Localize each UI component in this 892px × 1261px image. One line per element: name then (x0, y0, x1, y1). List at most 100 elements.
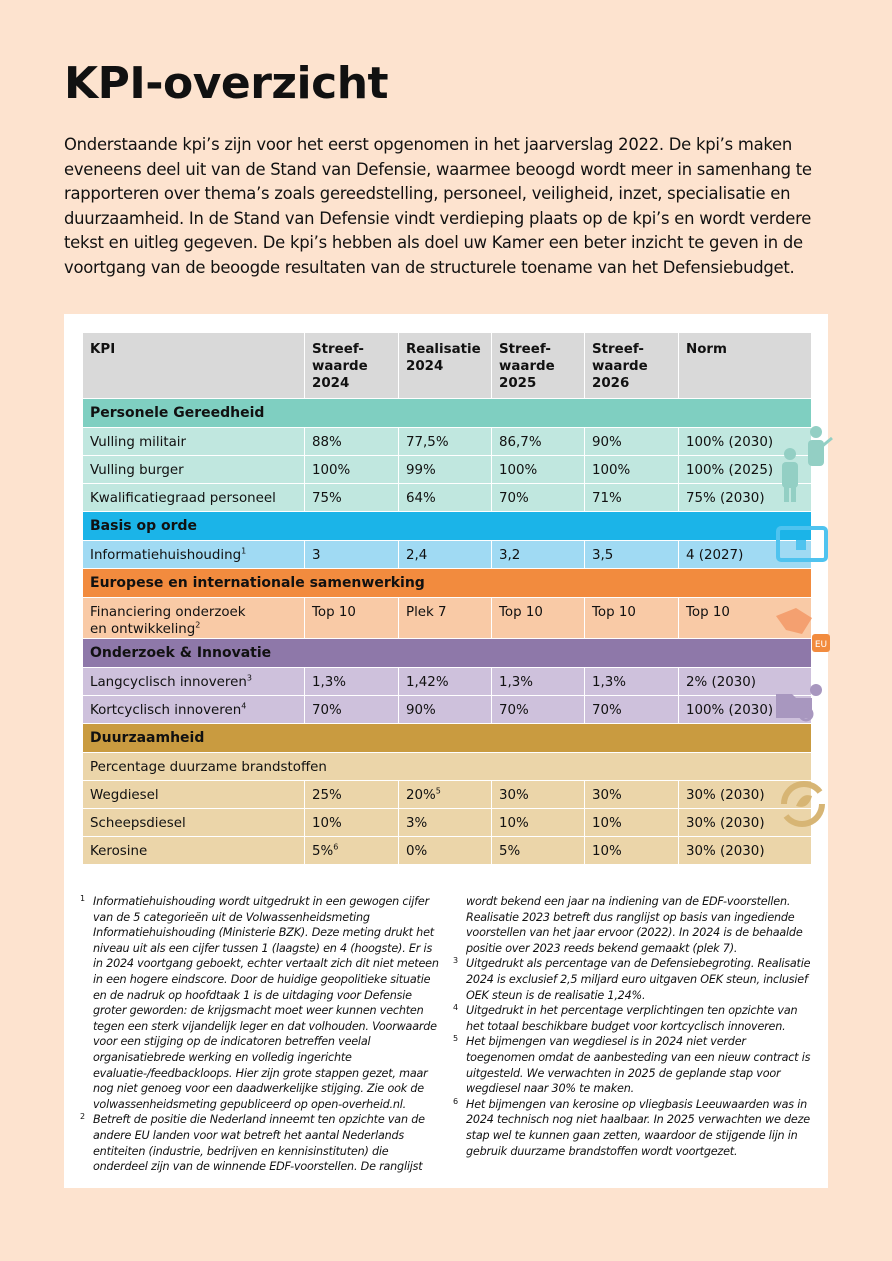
cell-text: Wegdiesel (90, 788, 159, 803)
kpi-value: 30% (491, 780, 585, 809)
kpi-row: Financiering onderzoek en ontwikkeling2 T… (82, 597, 812, 639)
cell-text: 30% (2030) (686, 816, 765, 831)
kpi-value: 3% (398, 808, 492, 837)
kpi-row: Kwalificatiegraad personeel 75% 64% 70% 71% 7… (82, 483, 812, 512)
cell-text: 3,5 (592, 548, 614, 563)
cell-text: 10% (499, 816, 529, 831)
kpi-value: 70% (304, 695, 399, 724)
kpi-value: 64% (398, 483, 492, 512)
kpi-value: 99% (398, 455, 492, 484)
kpi-value: 5%6 (304, 836, 399, 865)
kpi-value: 2,4 (398, 540, 492, 569)
cell-text: 10% (592, 844, 622, 859)
kpi-name: Langcyclisch innoveren3 (82, 667, 305, 696)
footnote-text: Het bijmengen van kerosine op vliegbasis… (466, 1097, 810, 1158)
kpi-name: Scheepsdiesel (82, 808, 305, 837)
kpi-value: 20%5 (398, 780, 492, 809)
kpi-value: 77,5% (398, 427, 492, 456)
kpi-value: 1,3% (584, 667, 679, 696)
cell-text: 71% (592, 491, 622, 506)
kpi-value: 75% (2030) (678, 483, 812, 512)
kpi-value: 100% (2030) (678, 427, 812, 456)
screen-icon (776, 526, 828, 562)
column-header: Streef- waarde 2024 (304, 332, 399, 399)
kpi-value: 4 (2027) (678, 540, 812, 569)
section-row: Personele Gereedheid (82, 398, 812, 428)
cell-text: 2% (2030) (686, 675, 757, 690)
footnote-ref: 3 (246, 673, 252, 683)
kpi-value: 100% (584, 455, 679, 484)
cell-text: Kortcyclisch innoveren (90, 703, 242, 718)
footnote-ref: 4 (241, 701, 247, 711)
cell-text: Top 10 (686, 605, 730, 620)
kpi-value: 86,7% (491, 427, 585, 456)
kpi-row: Langcyclisch innoveren3 1,3% 1,42% 1,3% 1,3%… (82, 667, 812, 696)
footnote-text: Uitgedrukt als percentage van de Defensi… (466, 957, 811, 1002)
cell-text: 100% (592, 463, 631, 478)
footnotes: 1 Informatiehuishouding wordt uitgedrukt … (80, 894, 814, 1184)
kpi-value: 3,5 (584, 540, 679, 569)
kpi-value: 30% (2030) (678, 836, 812, 865)
kpi-value: 75% (304, 483, 399, 512)
cell-text: 70% (312, 703, 342, 718)
cell-text: 1,3% (499, 675, 534, 690)
footnote: 4 Uitgedrukt in het percentage verplichti… (453, 1003, 814, 1034)
kpi-value: 90% (398, 695, 492, 724)
cell-text: Vulling burger (90, 463, 184, 478)
cell-text: 75% (2030) (686, 491, 765, 506)
kpi-row: Kortcyclisch innoveren4 70% 90% 70% 70% 100% … (82, 695, 812, 724)
kpi-value: 100% (304, 455, 399, 484)
kpi-name: Kortcyclisch innoveren4 (82, 695, 305, 724)
cell-text: 5% (499, 844, 521, 859)
kpi-value: Top 10 (584, 597, 679, 639)
cell-text: Top 10 (312, 605, 356, 620)
cell-text: Financiering onderzoek en ontwikkeling (90, 605, 246, 637)
cell-text: Top 10 (499, 605, 543, 620)
cell-text: 100% (2030) (686, 703, 774, 718)
recycle-icon (781, 781, 825, 827)
kpi-table: KPI Streef- waarde 2024 Realisatie 2024 Str… (82, 332, 812, 865)
cell-text: 30% (499, 788, 529, 803)
kpi-name: Vulling burger (82, 455, 305, 484)
section-title: Onderzoek & Innovatie (82, 638, 812, 668)
kpi-value: 3 (304, 540, 399, 569)
cell-text: 75% (312, 491, 342, 506)
cell-text: 5% (312, 844, 334, 859)
kpi-row: Wegdiesel 25% 20%5 30% 30% 30% (2030) (82, 780, 812, 809)
cell-text: 1,3% (312, 675, 347, 690)
kpi-value: 70% (491, 483, 585, 512)
kpi-name: Vulling militair (82, 427, 305, 456)
section-title: Duurzaamheid (82, 723, 812, 753)
section-title: Europese en internationale samenwerking (82, 568, 812, 598)
kpi-name: Wegdiesel (82, 780, 305, 809)
kpi-row: Vulling burger 100% 99% 100% 100% 100% (2025) (82, 455, 812, 484)
kpi-row: Scheepsdiesel 10% 3% 10% 10% 30% (2030) (82, 808, 812, 837)
cell-text: 10% (592, 816, 622, 831)
footnote: 3 Uitgedrukt als percentage van de Defens… (453, 956, 814, 1003)
cell-text: 3 (312, 548, 321, 563)
cell-text: 25% (312, 788, 342, 803)
cell-text: 70% (499, 703, 529, 718)
kpi-name: Percentage duurzame brandstoffen (82, 752, 812, 781)
cell-text: 2,4 (406, 548, 428, 563)
kpi-value: 1,3% (304, 667, 399, 696)
kpi-value: 1,3% (491, 667, 585, 696)
cell-text: Top 10 (592, 605, 636, 620)
section-row: Duurzaamheid (82, 723, 812, 753)
kpi-value: 2% (2030) (678, 667, 812, 696)
cell-text: 100% (312, 463, 351, 478)
kpi-name: Kwalificatiegraad personeel (82, 483, 305, 512)
kpi-value: 30% (2030) (678, 780, 812, 809)
kpi-value: 88% (304, 427, 399, 456)
kpi-name: Kerosine (82, 836, 305, 865)
cell-text: 88% (312, 435, 342, 450)
footnote-text: Betreft de positie die Nederland inneemt… (93, 895, 803, 1174)
cell-text: 70% (499, 491, 529, 506)
footnote-ref: 5 (435, 786, 441, 796)
kpi-row: Informatiehuishouding1 3 2,4 3,2 3,5 4 (2027) (82, 540, 812, 569)
kpi-value: Top 10 (491, 597, 585, 639)
kpi-value: Top 10 (304, 597, 399, 639)
kpi-value: 0% (398, 836, 492, 865)
column-header: Realisatie 2024 (398, 332, 492, 399)
